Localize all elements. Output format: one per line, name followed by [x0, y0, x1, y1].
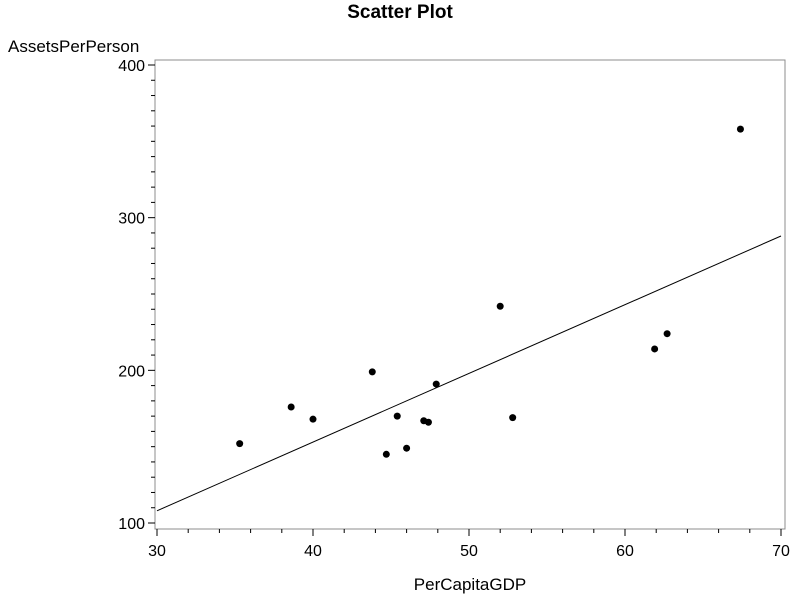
y-tick-label: 300	[118, 211, 145, 228]
data-point	[382, 450, 390, 458]
data-points	[236, 125, 744, 458]
data-point	[368, 368, 376, 376]
x-tick-label: 40	[304, 543, 322, 560]
y-axis: 100 200 300 400	[118, 58, 155, 533]
data-point	[236, 440, 244, 448]
x-tick-label: 70	[772, 543, 790, 560]
data-point	[651, 345, 659, 353]
y-tick-label: 200	[118, 363, 145, 380]
data-point	[496, 302, 504, 310]
x-axis-label: PerCapitaGDP	[414, 575, 526, 594]
x-axis: 30 40 50 60 70	[148, 529, 790, 560]
regression-line-group	[156, 235, 782, 512]
y-axis-label: AssetsPerPerson	[8, 37, 139, 56]
regression-line	[156, 235, 782, 512]
y-tick-label: 400	[118, 58, 145, 75]
chart-title: Scatter Plot	[347, 2, 453, 23]
data-point	[403, 444, 411, 452]
data-point	[432, 380, 440, 388]
data-point	[509, 414, 517, 422]
data-point	[424, 418, 432, 426]
y-tick-label: 100	[118, 516, 145, 533]
x-tick-label: 30	[148, 543, 166, 560]
data-point	[309, 415, 317, 423]
data-point	[736, 125, 744, 133]
data-point	[287, 403, 295, 411]
x-tick-label: 50	[460, 543, 478, 560]
plot-area-frame	[154, 59, 786, 530]
x-tick-label: 60	[616, 543, 634, 560]
data-point	[393, 412, 401, 420]
data-point	[663, 330, 671, 338]
